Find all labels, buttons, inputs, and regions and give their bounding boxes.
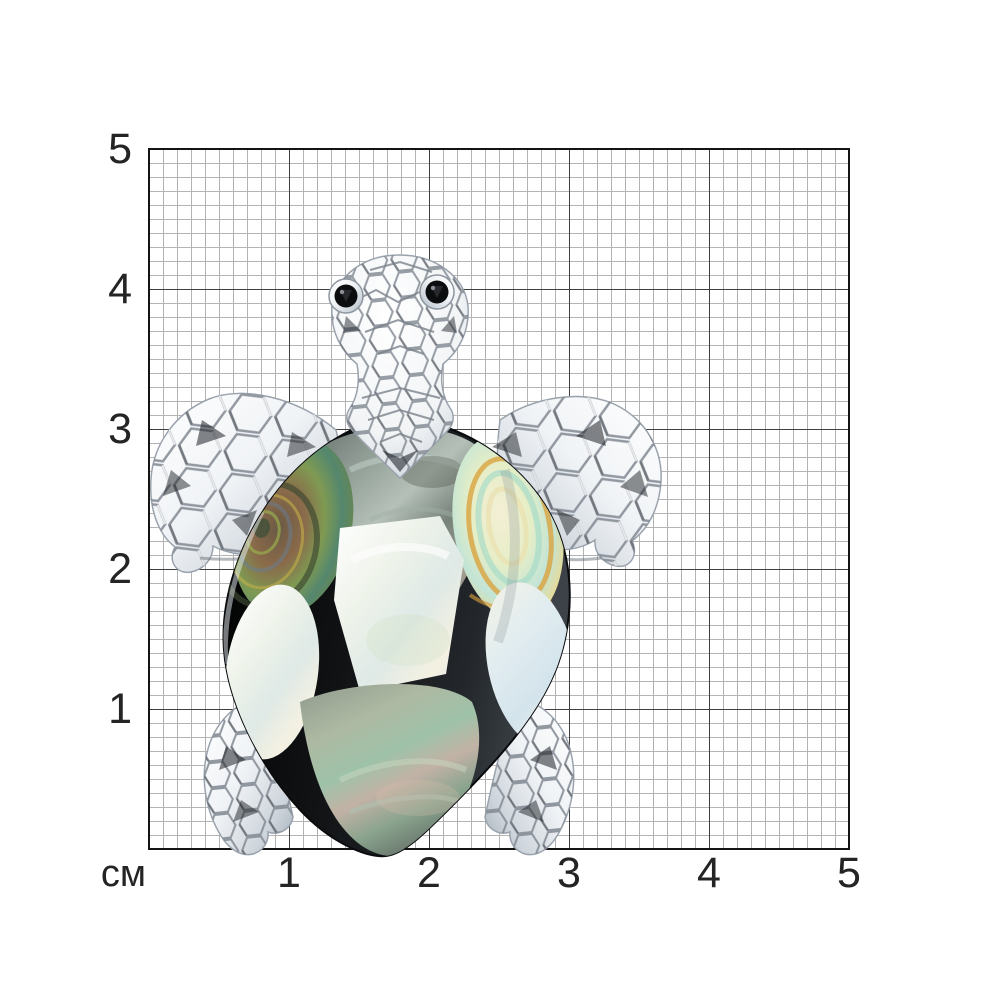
axis-label-left-1: 1 bbox=[108, 685, 132, 733]
axis-label-bottom-1: 1 bbox=[277, 849, 301, 897]
turtle-head bbox=[331, 254, 469, 480]
axis-label-left-2: 2 bbox=[108, 545, 132, 593]
axis-label-left-4: 4 bbox=[108, 265, 132, 313]
axis-label-left-5: 5 bbox=[108, 125, 132, 173]
turtle-shell bbox=[222, 414, 571, 858]
axis-label-bottom-4: 4 bbox=[697, 849, 721, 897]
axis-label-bottom-5: 5 bbox=[837, 849, 861, 897]
unit-label-cm: см bbox=[100, 853, 146, 895]
shell-inlay-green-mop-bottom bbox=[300, 684, 480, 857]
shell-inlay-white-mop-center bbox=[334, 516, 464, 692]
shell-inlay-white-mop-left bbox=[224, 584, 320, 760]
turtle-eye-left bbox=[328, 278, 364, 314]
turtle-eye-right bbox=[419, 274, 455, 310]
axis-label-bottom-2: 2 bbox=[417, 849, 441, 897]
axis-label-bottom-3: 3 bbox=[557, 849, 581, 897]
axis-label-left-3: 3 bbox=[108, 405, 132, 453]
